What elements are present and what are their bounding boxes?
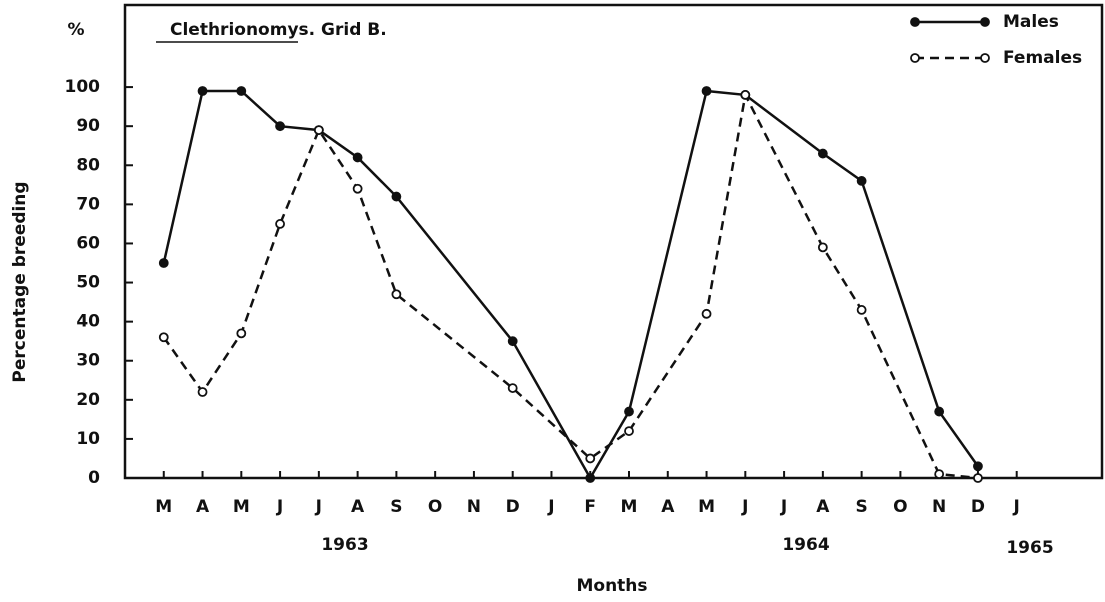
y-tick-label: 60 bbox=[76, 233, 100, 253]
y-tick-label: 90 bbox=[76, 116, 100, 136]
legend-marker bbox=[980, 17, 990, 27]
data-point bbox=[158, 332, 169, 343]
x-tick-label: J bbox=[1013, 497, 1020, 517]
x-axis-label: Months bbox=[576, 576, 647, 596]
y-tick-label: 100 bbox=[65, 77, 101, 97]
year-label: 1964 bbox=[782, 535, 829, 555]
x-tick-label: J bbox=[547, 497, 554, 517]
x-tick-label: M bbox=[233, 497, 250, 517]
x-tick-label: A bbox=[661, 497, 675, 517]
year-label: 1965 bbox=[1006, 538, 1053, 558]
plot-frame bbox=[123, 3, 1104, 480]
x-tick-label: M bbox=[621, 497, 638, 517]
chart-title: Clethrionomys. Grid B. bbox=[170, 20, 387, 40]
legend-marker bbox=[980, 53, 990, 63]
x-tick-label: J bbox=[276, 497, 283, 517]
data-point bbox=[817, 242, 828, 253]
data-point bbox=[313, 125, 324, 135]
legend-marker bbox=[910, 53, 920, 63]
series-line bbox=[162, 91, 979, 480]
data-point bbox=[197, 387, 208, 397]
x-tick-label: M bbox=[155, 497, 172, 517]
data-point bbox=[934, 469, 945, 479]
x-tick-label: A bbox=[351, 497, 365, 517]
x-tick-label: O bbox=[428, 497, 442, 517]
x-tick-label: F bbox=[584, 497, 596, 517]
data-point bbox=[856, 305, 867, 315]
data-point bbox=[701, 308, 712, 319]
legend-label: Males bbox=[1003, 12, 1059, 32]
data-point bbox=[352, 183, 363, 194]
y-tick-label: 20 bbox=[76, 390, 100, 410]
data-point bbox=[624, 426, 634, 436]
y-tick-label: 0 bbox=[88, 468, 100, 488]
data-point bbox=[973, 461, 983, 472]
y-tick-label: 40 bbox=[76, 312, 100, 332]
x-tick-label: J bbox=[780, 497, 787, 517]
legend-label: Females bbox=[1003, 48, 1082, 68]
series-line bbox=[162, 89, 979, 481]
y-unit: % bbox=[67, 20, 84, 40]
x-tick-label: M bbox=[698, 497, 715, 517]
y-tick-label: 70 bbox=[76, 194, 100, 214]
x-tick-label: O bbox=[893, 497, 907, 517]
data-point bbox=[973, 473, 983, 483]
y-tick-label: 80 bbox=[76, 155, 100, 175]
data-point bbox=[856, 176, 867, 186]
x-tick-label: N bbox=[467, 497, 481, 517]
legend-marker bbox=[910, 17, 920, 27]
data-point bbox=[934, 406, 945, 417]
data-point bbox=[624, 406, 634, 417]
x-tick-label: A bbox=[816, 497, 830, 517]
x-tick-label: J bbox=[315, 497, 322, 517]
x-tick-label: N bbox=[932, 497, 946, 517]
y-tick-label: 30 bbox=[76, 351, 100, 371]
x-tick-label: A bbox=[196, 497, 210, 517]
data-point bbox=[585, 473, 596, 483]
data-point bbox=[197, 86, 208, 96]
x-tick-label: S bbox=[856, 497, 868, 517]
data-point bbox=[391, 289, 402, 300]
year-label: 1963 bbox=[321, 535, 368, 555]
x-tick-label: D bbox=[506, 497, 520, 517]
x-tick-label: S bbox=[390, 497, 402, 517]
data-point bbox=[352, 152, 363, 163]
data-point bbox=[740, 90, 751, 100]
data-point bbox=[507, 336, 518, 347]
y-axis-label: Percentage breeding bbox=[10, 181, 30, 382]
data-point bbox=[507, 383, 518, 393]
data-point bbox=[585, 453, 596, 464]
y-tick-label: 50 bbox=[76, 273, 100, 293]
data-point bbox=[275, 219, 285, 229]
data-point bbox=[158, 258, 169, 268]
data-point bbox=[391, 191, 402, 202]
data-point bbox=[236, 86, 247, 96]
data-point bbox=[817, 148, 828, 159]
data-point bbox=[236, 328, 247, 339]
data-point bbox=[275, 121, 285, 132]
y-tick-label: 10 bbox=[76, 429, 100, 449]
x-tick-label: J bbox=[741, 497, 748, 517]
data-point bbox=[701, 86, 712, 96]
x-tick-label: D bbox=[971, 497, 985, 517]
